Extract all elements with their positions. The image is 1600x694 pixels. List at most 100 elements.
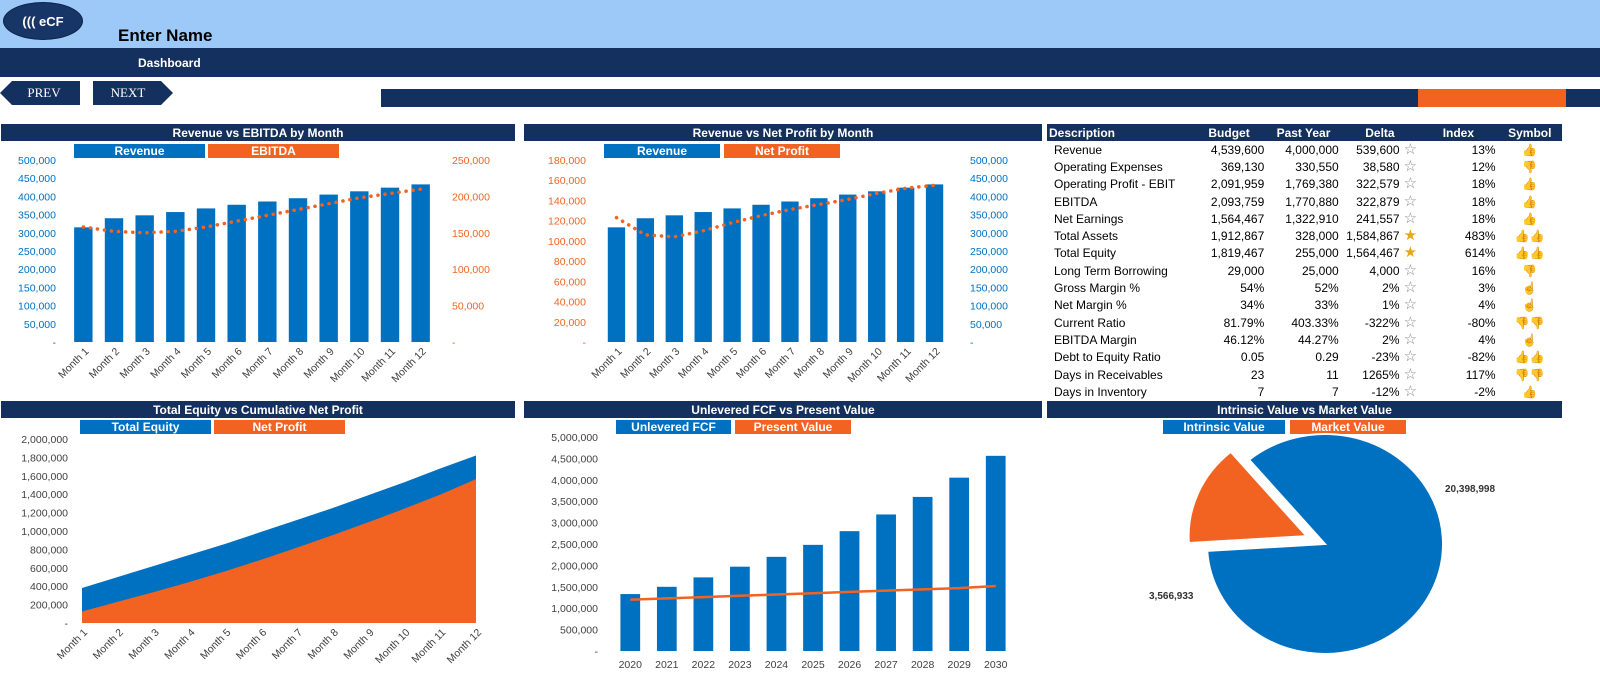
legend-net-profit: Net Profit bbox=[724, 144, 840, 158]
y-tick: 4,500,000 bbox=[551, 453, 598, 465]
x-tick-label: Month 6 bbox=[734, 346, 769, 381]
line-net-profit bbox=[614, 183, 937, 239]
bar-revenue bbox=[227, 204, 246, 342]
kpi-past-year: 0.29 bbox=[1315, 350, 1339, 365]
kpi-delta-value: 2% bbox=[1382, 281, 1400, 296]
kpi-past-year: 44.27% bbox=[1297, 332, 1339, 347]
y-tick-right: 250,000 bbox=[452, 155, 490, 167]
y-tick: 1,400,000 bbox=[21, 489, 68, 501]
pie-slice-intrinsic-value bbox=[1206, 433, 1444, 655]
legend-revenue-2: Revenue bbox=[604, 144, 720, 158]
x-tick-label: 2030 bbox=[984, 659, 1008, 671]
bar-unlevered-fcf bbox=[766, 556, 787, 651]
star-icon: ☆ bbox=[1399, 209, 1418, 227]
intrinsic-market-pie: 20,398,998 3,566,933 bbox=[1149, 433, 1495, 655]
kpi-description: Days in Inventory bbox=[1054, 384, 1147, 399]
bar-revenue bbox=[896, 187, 915, 342]
legend-revenue: Revenue bbox=[74, 144, 205, 158]
thumbs-up-icon: 👍👍 bbox=[1514, 229, 1545, 244]
x-tick-label: 2025 bbox=[801, 659, 825, 671]
thumbs-up-icon: 👍 bbox=[1522, 142, 1538, 157]
bar-revenue bbox=[925, 184, 944, 342]
x-tick-label: 2026 bbox=[838, 659, 862, 671]
bar-revenue bbox=[74, 227, 93, 342]
y-tick-right: 50,000 bbox=[970, 319, 1002, 331]
x-tick-label: Month 1 bbox=[589, 346, 624, 381]
revenue-netprofit-chart: - 20,000 40,000 60,000 80,000 100,000 120,000 1… bbox=[548, 155, 1008, 385]
kpi-row: Long Term Borrowing 29,000 25,000 4,000 ☆ 16… bbox=[1047, 262, 1562, 279]
kpi-description: Gross Margin % bbox=[1054, 281, 1141, 296]
star-icon: ★ bbox=[1399, 244, 1418, 262]
kpi-index: 614% bbox=[1464, 246, 1496, 261]
next-button[interactable]: NEXT bbox=[93, 81, 173, 105]
bar-unlevered-fcf bbox=[949, 477, 970, 651]
thumbs-up-icon: 👍👍 bbox=[1514, 246, 1545, 261]
y-tick-left: 200,000 bbox=[18, 264, 56, 276]
equity-netprofit-chart: - 200,000 400,000 600,000 800,000 1,000,000 1,… bbox=[21, 434, 484, 666]
kpi-budget: 2,093,759 bbox=[1210, 194, 1265, 209]
bar-revenue bbox=[636, 218, 655, 342]
chart-title-equity-netprofit: Total Equity vs Cumulative Net Profit bbox=[1, 401, 515, 418]
kpi-delta-value: 539,600 bbox=[1356, 142, 1400, 157]
chart-title-revenue-ebitda: Revenue vs EBITDA by Month bbox=[1, 124, 515, 141]
bar-revenue bbox=[258, 201, 277, 342]
y-tick-right: 300,000 bbox=[970, 228, 1008, 240]
kpi-budget: 54% bbox=[1240, 281, 1265, 296]
bar-unlevered-fcf bbox=[693, 577, 714, 651]
page-title[interactable]: Enter Name bbox=[118, 26, 213, 45]
col-past-year: Past Year bbox=[1266, 124, 1341, 141]
pie-label-market: 3,566,933 bbox=[1149, 591, 1194, 602]
y-tick-left: 350,000 bbox=[18, 210, 56, 222]
kpi-delta: 38,580 ☆ bbox=[1341, 158, 1419, 175]
thumbs-down-icon: 👎👎 bbox=[1514, 315, 1545, 330]
y-tick-left: 500,000 bbox=[18, 155, 56, 167]
y-tick-left: 50,000 bbox=[24, 319, 56, 331]
kpi-description: EBITDA bbox=[1054, 194, 1098, 209]
thumbs-down-icon: 👎 bbox=[1522, 159, 1538, 174]
thumbs-up-icon: 👍 bbox=[1522, 177, 1538, 192]
ecf-logo: ((( eCF bbox=[3, 2, 83, 40]
prev-button[interactable]: PREV bbox=[0, 81, 80, 105]
y-tick-right: - bbox=[970, 337, 974, 349]
thumbs-up-icon: 👍 bbox=[1522, 211, 1538, 226]
col-symbol: Symbol bbox=[1497, 124, 1562, 141]
kpi-budget: 1,819,467 bbox=[1210, 246, 1265, 261]
legend-net-profit-cum: Net Profit bbox=[214, 420, 345, 434]
bar-unlevered-fcf bbox=[912, 496, 933, 651]
kpi-delta: -322% ☆ bbox=[1341, 314, 1419, 331]
bar-revenue bbox=[607, 227, 626, 342]
y-tick-right: 200,000 bbox=[970, 264, 1008, 276]
kpi-index: 13% bbox=[1471, 142, 1496, 157]
kpi-table: Description Budget Past Year Delta Index… bbox=[1047, 124, 1562, 400]
y-tick: 400,000 bbox=[30, 581, 68, 593]
kpi-row: Debt to Equity Ratio 0.05 0.29 -23% ☆ -82% 👍👍 bbox=[1047, 349, 1562, 366]
kpi-budget: 4,539,600 bbox=[1210, 142, 1265, 157]
bar-revenue bbox=[380, 187, 400, 342]
bar-revenue bbox=[723, 208, 741, 342]
x-tick-label: Month 6 bbox=[209, 346, 244, 381]
x-tick-label: 2020 bbox=[619, 659, 643, 671]
x-tick-label: Month 8 bbox=[306, 627, 341, 662]
bar-unlevered-fcf bbox=[730, 566, 750, 651]
y-tick-left: 450,000 bbox=[18, 173, 56, 185]
x-tick-label: Month 4 bbox=[676, 346, 711, 381]
hand-icon: ☝ bbox=[1522, 298, 1538, 313]
x-tick-label: Month 5 bbox=[705, 346, 740, 381]
y-tick: - bbox=[65, 618, 69, 630]
hand-icon: ☝ bbox=[1522, 332, 1538, 347]
kpi-past-year: 328,000 bbox=[1295, 229, 1339, 244]
kpi-table-body: Revenue 4,539,600 4,000,000 539,600 ☆ 13% 👍 Op… bbox=[1047, 141, 1562, 400]
legend-market-value: Market Value bbox=[1290, 420, 1406, 434]
kpi-past-year: 1,322,910 bbox=[1285, 211, 1339, 226]
bar-unlevered-fcf bbox=[803, 544, 823, 651]
y-tick: 800,000 bbox=[30, 544, 68, 556]
x-tick-label: Month 1 bbox=[56, 346, 91, 381]
y-tick-left: 400,000 bbox=[18, 191, 56, 203]
x-tick-label: Month 4 bbox=[162, 627, 197, 662]
kpi-past-year: 403.33% bbox=[1291, 315, 1339, 330]
kpi-delta-value: 1% bbox=[1382, 298, 1400, 313]
y-tick-right: 100,000 bbox=[970, 301, 1008, 313]
kpi-budget: 23 bbox=[1250, 367, 1265, 382]
y-tick-right: 400,000 bbox=[970, 191, 1008, 203]
orange-accent-bar bbox=[1418, 89, 1566, 107]
